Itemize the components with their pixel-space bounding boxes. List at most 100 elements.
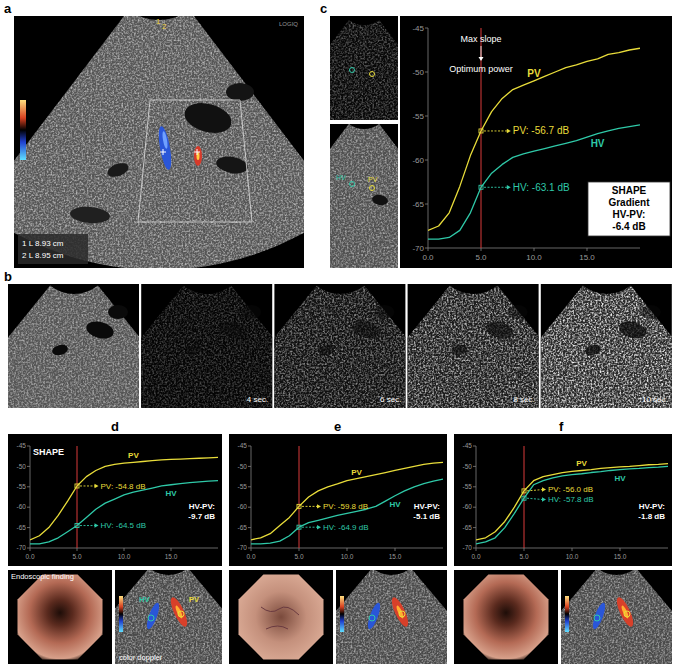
x-tick-label: 15.0 (579, 253, 595, 262)
structure (317, 343, 335, 357)
roi (399, 611, 405, 617)
structure (590, 601, 607, 630)
x-tick (77, 548, 78, 551)
y-tick-label: -50 (17, 463, 27, 470)
structure (144, 601, 161, 630)
readout-arrowhead (317, 504, 321, 508)
x-tick-label: 10.0 (118, 553, 131, 560)
readout-arrow (527, 490, 543, 491)
y-tick-label: -60 (412, 156, 424, 165)
y-tick (425, 248, 428, 249)
y-tick-label: -65 (412, 200, 424, 209)
readout-point (75, 484, 79, 488)
image-content (330, 20, 398, 120)
panel-label: c (320, 1, 327, 16)
roi (350, 182, 355, 187)
contrast-sequence: 4 sec.6 sec.8 sec.10 sec. (0, 284, 676, 436)
doppler-content (336, 570, 447, 664)
x-tick (347, 548, 348, 551)
x-tick-label: 15.0 (614, 553, 627, 560)
readout-arrow (527, 498, 543, 499)
structure (181, 98, 235, 137)
y-tick (473, 446, 476, 447)
x-tick-label: 0.0 (246, 553, 255, 560)
readout-point (522, 489, 526, 493)
readout-point (479, 129, 483, 133)
ultrasound-sector (8, 286, 139, 408)
endoscopy-doppler-pair: Endoscopic findingcolor dopplerHVPV (8, 568, 259, 666)
label: LOGIQ (279, 21, 298, 27)
y-tick-label: -70 (238, 544, 248, 551)
y-tick (27, 507, 30, 508)
structure (226, 83, 254, 101)
y-tick-label: -70 (463, 544, 473, 551)
roi (624, 611, 630, 617)
x-tick-label: 10.0 (566, 553, 579, 560)
chart-background (400, 16, 672, 268)
gradient-label: -6.4 dB (612, 221, 645, 232)
readout-point (75, 524, 79, 528)
image-content (8, 286, 139, 408)
label: 2 (162, 22, 167, 31)
y-tick-label: -70 (412, 244, 424, 253)
plot-area (30, 446, 218, 548)
gradient-label: HV-PV: (189, 502, 215, 511)
structure (108, 305, 128, 319)
chart-background (8, 434, 222, 566)
image-content (541, 286, 672, 408)
x-tick (395, 548, 396, 551)
x-tick (428, 248, 429, 251)
structure (218, 319, 249, 342)
y-tick (248, 548, 251, 549)
image-content (274, 286, 405, 408)
ultrasound-sector (115, 570, 222, 664)
image-content (408, 286, 539, 408)
y-tick-label: -50 (412, 68, 424, 77)
readout-label: PV: -56.0 dB (548, 485, 593, 494)
roi (178, 611, 184, 617)
structure (168, 595, 191, 628)
panel-label: e (334, 419, 341, 434)
structure (241, 305, 261, 319)
speckle (408, 286, 539, 408)
endoscopy-background (454, 570, 558, 664)
x-tick-label: 5.0 (294, 553, 303, 560)
y-axis (251, 446, 252, 548)
color-bar (565, 596, 569, 632)
structure (106, 161, 131, 180)
max-slope-line (299, 446, 300, 548)
y-axis (476, 446, 477, 548)
endoscopy-doppler-pair (454, 568, 676, 666)
readout-point (297, 504, 301, 508)
structure (161, 131, 168, 149)
gradient-label: -5.1 dB (413, 512, 440, 521)
ultrasound-sector (561, 570, 672, 664)
speckle (14, 16, 304, 268)
ultrasound-sector (541, 286, 672, 408)
label: 6 sec. (380, 395, 401, 404)
readout-label: PV: -56.7 dB (513, 125, 570, 136)
structure (641, 305, 661, 319)
y-tick (27, 527, 30, 528)
label: 8 sec. (513, 395, 534, 404)
y-tick (248, 507, 251, 508)
series-label: HV (389, 500, 401, 509)
endoscopy-doppler-pair (229, 568, 482, 666)
x-tick (251, 548, 252, 551)
panel-label: a (4, 1, 12, 16)
structure (508, 305, 528, 319)
series-label: PV (527, 68, 541, 79)
ultrasound-sector (141, 286, 272, 408)
endoscopy-background (8, 570, 112, 664)
chart: -70-65-60-55-50-450.05.010.015.0PVHVPV: … (229, 434, 447, 566)
readout-arrowhead (95, 523, 99, 527)
readout-label: HV: -57.8 dB (548, 495, 594, 504)
y-tick-label: -50 (463, 463, 473, 470)
gradient-label: HV-PV: (613, 209, 646, 220)
y-tick (425, 28, 428, 29)
readout-arrow (302, 506, 318, 507)
image-caption: Endoscopic finding (11, 572, 74, 581)
readout-label: HV: -64.5 dB (101, 521, 147, 530)
gradient-label: SHAPE (612, 185, 647, 196)
ultrasound-sector (14, 16, 304, 268)
